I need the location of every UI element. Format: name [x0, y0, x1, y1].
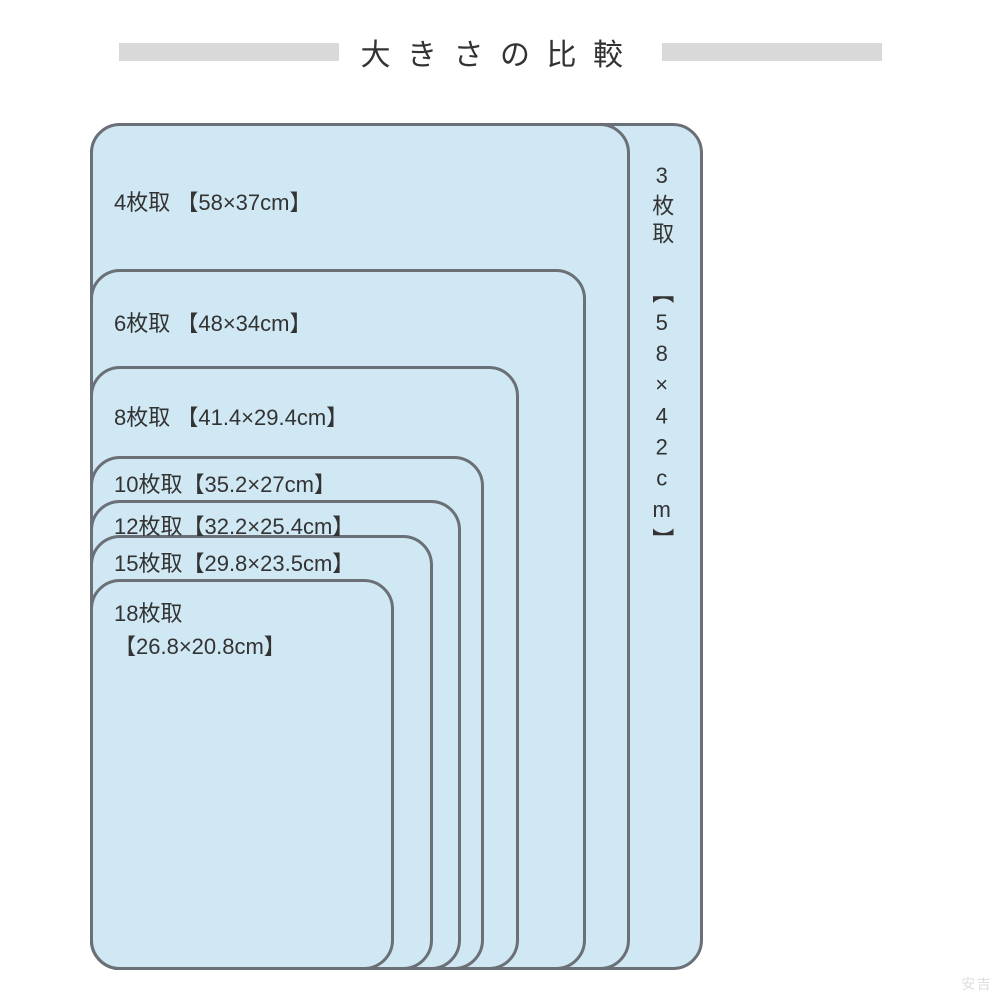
size-label-4: 4枚取 【58×37cm】 [114, 185, 311, 217]
size-label-8: 8枚取 【41.4×29.4cm】 [114, 400, 348, 432]
size-label-3: 3枚取 【58×42cm】 [645, 163, 677, 556]
size-label-6: 6枚取 【48×34cm】 [114, 306, 311, 338]
title-bar-right [662, 43, 882, 61]
title-bar-left [119, 43, 339, 61]
size-label-line: 【26.8×20.8cm】 [114, 634, 286, 659]
size-label-12: 12枚取【32.2×25.4cm】 [114, 509, 354, 541]
page-title: 大きさの比較 [361, 30, 640, 74]
size-label-line: 18枚取 [114, 601, 182, 626]
size-label-10: 10枚取【35.2×27cm】 [114, 467, 336, 499]
watermark: 安吉 [961, 974, 992, 994]
size-label-15: 15枚取【29.8×23.5cm】 [114, 546, 354, 578]
size-label-18: 18枚取【26.8×20.8cm】 [114, 597, 286, 663]
title-row: 大きさの比較 [0, 30, 1000, 74]
